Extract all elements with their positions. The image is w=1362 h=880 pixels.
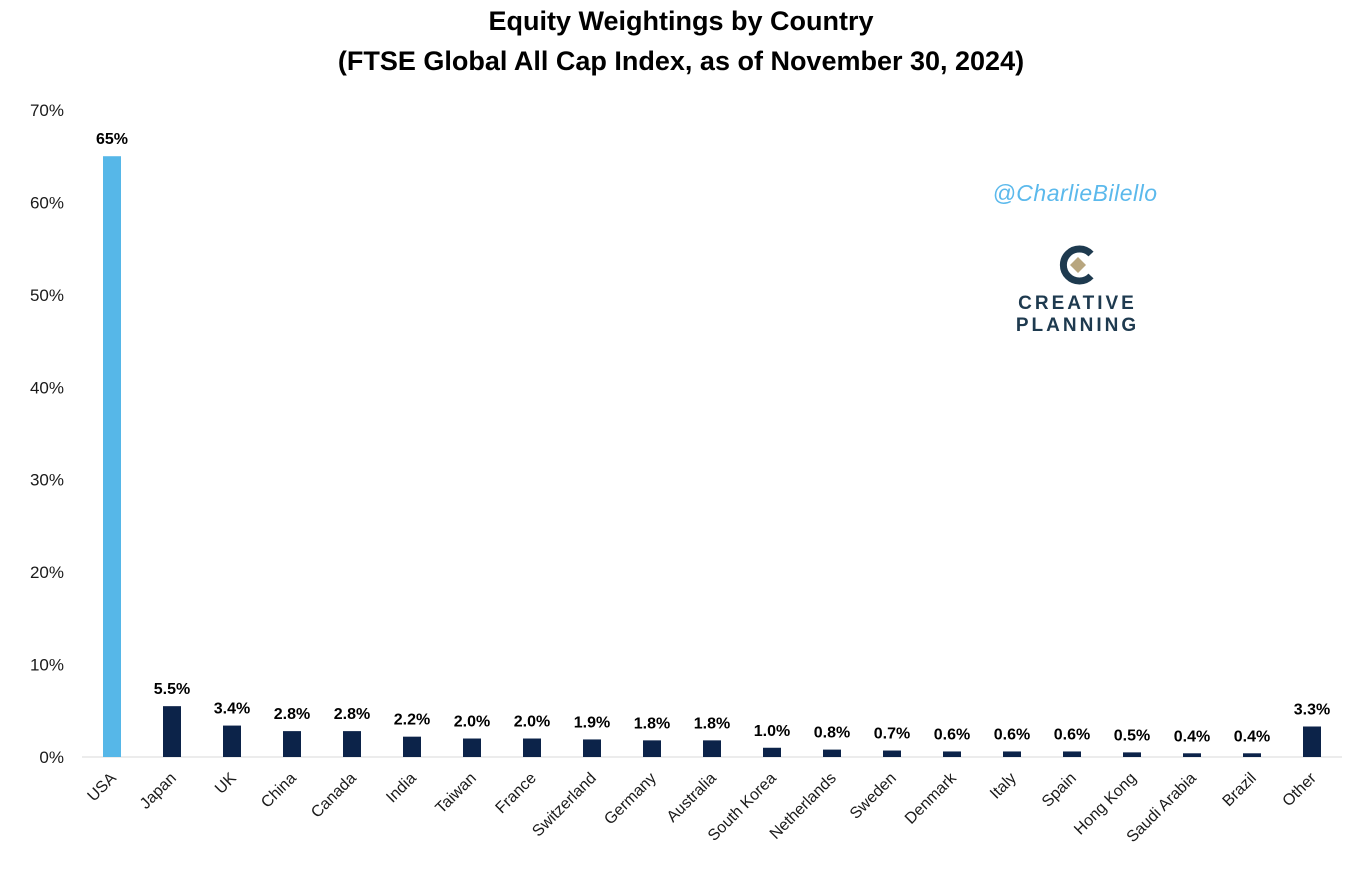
logo-line-1: CREATIVE	[1018, 293, 1137, 314]
bar	[643, 740, 661, 757]
x-tick-label: Australia	[664, 770, 720, 826]
data-label: 1.0%	[754, 723, 790, 740]
x-tick-label: Brazil	[1220, 770, 1260, 810]
x-tick-label: Canada	[308, 770, 360, 822]
data-label: 0.7%	[874, 726, 910, 743]
x-tick-label: Germany	[601, 770, 660, 829]
x-tick-label: Taiwan	[433, 770, 480, 817]
author-watermark: @CharlieBilello	[992, 180, 1158, 206]
bar	[583, 739, 601, 757]
data-label: 0.4%	[1234, 728, 1270, 745]
x-tick-label: India	[383, 770, 420, 807]
data-label: 5.5%	[154, 681, 190, 698]
bar	[283, 731, 301, 757]
chart-title: Equity Weightings by Country	[488, 6, 874, 36]
bar	[823, 749, 841, 757]
bar	[1063, 751, 1081, 757]
bar	[1123, 752, 1141, 757]
x-tick-label: Sweden	[847, 770, 900, 823]
bar	[223, 725, 241, 757]
y-tick-label: 50%	[30, 286, 64, 305]
logo-line-2: PLANNING	[1015, 315, 1140, 336]
x-tick-label: Denmark	[902, 769, 961, 828]
data-label: 1.9%	[574, 714, 610, 731]
data-label: 2.8%	[274, 706, 310, 723]
bar	[1303, 726, 1321, 757]
y-tick-label: 0%	[39, 748, 64, 767]
x-tick-label: USA	[85, 770, 121, 806]
y-tick-label: 20%	[30, 563, 64, 582]
bar	[163, 706, 181, 757]
bar	[943, 751, 961, 757]
data-label: 0.6%	[994, 726, 1030, 743]
y-tick-label: 60%	[30, 193, 64, 212]
x-tick-label: France	[493, 770, 540, 817]
data-label: 0.4%	[1174, 728, 1210, 745]
bar	[883, 750, 901, 757]
x-tick-label: Other	[1280, 769, 1321, 810]
data-label: 0.6%	[1054, 726, 1090, 743]
bar	[763, 747, 781, 757]
data-label: 2.2%	[394, 712, 430, 729]
bar	[1243, 753, 1261, 757]
bar	[403, 736, 421, 757]
bar	[1183, 753, 1201, 757]
data-label: 65%	[96, 131, 128, 148]
creative-planning-logo-icon	[1059, 245, 1094, 285]
data-label: 2.8%	[334, 706, 370, 723]
x-tick-label: Switzerland	[529, 770, 600, 841]
data-label: 0.5%	[1114, 727, 1150, 744]
y-tick-label: 70%	[30, 101, 64, 120]
chart-subtitle: (FTSE Global All Cap Index, as of Novemb…	[337, 46, 1025, 76]
creative-planning-logo: CREATIVE PLANNING	[1005, 245, 1150, 337]
y-tick-label: 30%	[30, 471, 64, 490]
data-label: 1.8%	[634, 715, 670, 732]
data-label: 2.0%	[454, 714, 490, 731]
x-tick-label: China	[258, 770, 300, 812]
bar	[343, 731, 361, 757]
x-tick-label: UK	[212, 770, 240, 798]
y-tick-label: 40%	[30, 378, 64, 397]
bar	[703, 740, 721, 757]
data-label: 2.0%	[514, 714, 550, 731]
data-label: 0.8%	[814, 725, 850, 742]
bar	[103, 156, 121, 757]
x-tick-label: Italy	[987, 770, 1020, 803]
data-label: 0.6%	[934, 726, 970, 743]
x-tick-label: Japan	[137, 770, 180, 813]
x-tick-label: Spain	[1039, 770, 1080, 811]
y-tick-label: 10%	[30, 656, 64, 675]
bar	[523, 738, 541, 757]
data-label: 3.4%	[214, 701, 250, 718]
data-label: 1.8%	[694, 715, 730, 732]
bar	[1003, 751, 1021, 757]
data-label: 3.3%	[1294, 701, 1330, 718]
bar	[463, 738, 481, 757]
